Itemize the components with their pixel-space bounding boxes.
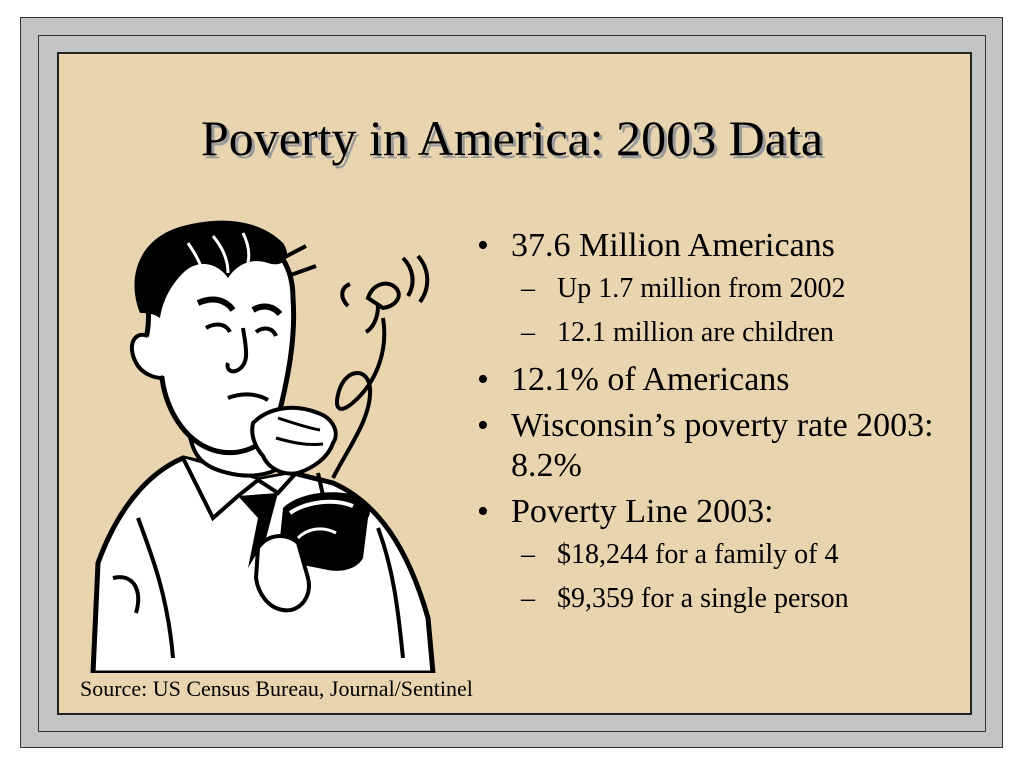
bullet-item: • 12.1% of Americans	[473, 360, 943, 400]
sub-bullet-item: – $18,244 for a family of 4	[473, 538, 943, 572]
slide-title: Poverty in America: 2003 Data	[200, 110, 824, 166]
bullet-marker: •	[477, 361, 489, 398]
bullet-item: • Poverty Line 2003:	[473, 492, 943, 532]
sub-bullet-text: $18,244 for a family of 4	[557, 539, 839, 570]
bullet-text: Wisconsin’s poverty rate 2003: 8.2%	[511, 407, 934, 484]
sub-bullet-text: 12.1 million are children	[557, 317, 834, 348]
bullet-marker: •	[477, 407, 489, 444]
sub-bullet-item: – 12.1 million are children	[473, 316, 943, 350]
bullet-list: • 37.6 Million Americans – Up 1.7 millio…	[473, 226, 943, 626]
sub-bullet-item: – Up 1.7 million from 2002	[473, 272, 943, 306]
bullet-marker: •	[477, 227, 489, 264]
sub-bullet-marker: –	[521, 539, 535, 570]
sub-bullet-text: Up 1.7 million from 2002	[557, 273, 846, 304]
sub-bullet-marker: –	[521, 273, 535, 304]
man-empty-wallet-icon	[90, 220, 436, 673]
source-citation: Source: US Census Bureau, Journal/Sentin…	[80, 676, 473, 701]
sub-bullet-marker: –	[521, 583, 535, 614]
sub-bullet-text: $9,359 for a single person	[557, 583, 849, 614]
sub-bullet-item: – $9,359 for a single person	[473, 582, 943, 616]
bullet-text: 37.6 Million Americans	[511, 227, 835, 264]
bullet-text: Poverty Line 2003:	[511, 493, 774, 530]
bullet-text: 12.1% of Americans	[511, 361, 790, 398]
bullet-item: • 37.6 Million Americans	[473, 226, 943, 266]
sub-bullet-marker: –	[521, 317, 535, 348]
bullet-marker: •	[477, 493, 489, 530]
bullet-item: • Wisconsin’s poverty rate 2003: 8.2%	[473, 406, 943, 486]
